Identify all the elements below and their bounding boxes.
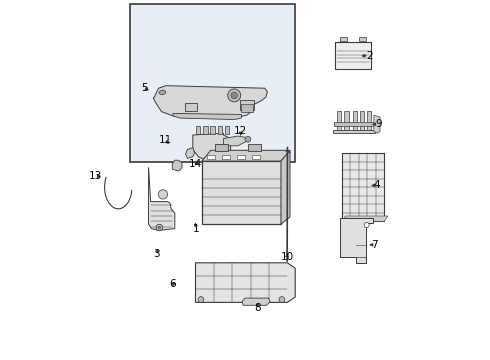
Polygon shape [242, 298, 270, 305]
Text: 7: 7 [371, 240, 378, 250]
Polygon shape [186, 148, 195, 158]
Polygon shape [223, 136, 247, 146]
Bar [340, 37, 347, 41]
Text: 6: 6 [169, 279, 175, 289]
Text: 12: 12 [234, 126, 247, 136]
Circle shape [158, 226, 161, 229]
Polygon shape [333, 130, 374, 133]
Text: 2: 2 [366, 51, 372, 61]
Bar [225, 126, 229, 134]
Text: 14: 14 [189, 159, 202, 169]
Bar [207, 155, 215, 159]
Bar [210, 126, 215, 134]
Bar [196, 126, 200, 134]
Bar [215, 144, 228, 150]
Polygon shape [281, 150, 290, 224]
Bar [222, 155, 230, 159]
Polygon shape [334, 122, 374, 126]
Polygon shape [193, 133, 231, 158]
Bar [367, 111, 371, 130]
Bar [240, 100, 254, 110]
Polygon shape [172, 160, 182, 171]
Bar [203, 126, 208, 134]
Polygon shape [159, 90, 166, 95]
Bar [248, 144, 262, 150]
Bar [342, 153, 384, 221]
Circle shape [364, 222, 369, 228]
Bar [252, 155, 260, 159]
Bar [241, 104, 253, 112]
Polygon shape [374, 115, 380, 133]
Circle shape [228, 89, 241, 102]
Polygon shape [148, 167, 175, 230]
Bar [185, 103, 197, 111]
Text: 9: 9 [375, 119, 382, 129]
Circle shape [156, 224, 163, 231]
Circle shape [158, 190, 168, 199]
Text: 3: 3 [153, 249, 160, 259]
Text: 11: 11 [158, 135, 172, 145]
Bar [344, 111, 349, 130]
Text: 10: 10 [281, 252, 294, 262]
Text: 5: 5 [142, 83, 148, 93]
Bar [202, 161, 281, 224]
Bar [360, 111, 364, 130]
Text: 4: 4 [373, 180, 380, 190]
Bar [335, 42, 371, 69]
Polygon shape [342, 216, 388, 221]
Polygon shape [202, 150, 290, 161]
Bar [359, 37, 366, 41]
Bar [218, 126, 222, 134]
Circle shape [198, 297, 204, 302]
Bar [337, 111, 342, 130]
Text: 8: 8 [254, 303, 261, 313]
Circle shape [231, 92, 238, 99]
Bar [237, 155, 245, 159]
Text: 1: 1 [193, 224, 200, 234]
Circle shape [245, 136, 251, 142]
Text: 13: 13 [89, 171, 102, 181]
Circle shape [279, 297, 285, 302]
Polygon shape [341, 218, 373, 263]
Polygon shape [153, 86, 268, 117]
Polygon shape [173, 113, 242, 120]
Bar [130, 4, 295, 162]
Bar [353, 111, 357, 130]
Polygon shape [196, 263, 295, 302]
